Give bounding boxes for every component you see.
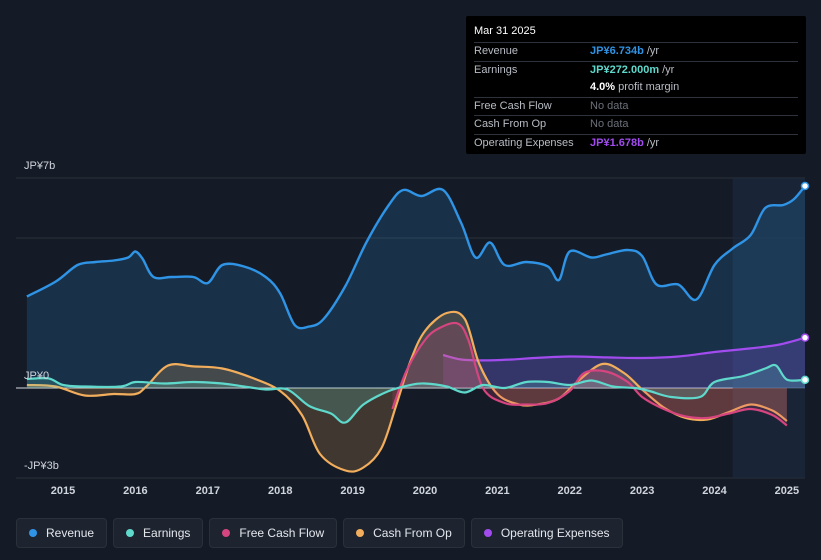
legend-item-revenue[interactable]: Revenue [16,518,108,548]
y-tick-top: JP¥7b [24,160,56,172]
legend-item-earnings[interactable]: Earnings [113,518,204,548]
tooltip-date: Mar 31 2025 [474,16,798,43]
x-tick-label: 2023 [629,485,655,497]
tooltip-revenue-label: Revenue [474,45,519,57]
legend-label-revenue: Revenue [46,526,95,540]
legend-item-cash-from-op[interactable]: Cash From Op [343,518,465,548]
chart-legend: Revenue Earnings Free Cash Flow Cash Fro… [16,518,623,548]
tooltip-opex-label: Operating Expenses [474,136,574,149]
tooltip-opex-unit: /yr [646,136,660,149]
tooltip-row-revenue: Revenue JP¥6.734b /yr [474,43,798,62]
legend-label-free-cash-flow: Free Cash Flow [239,526,325,540]
legend-dot-icon [222,529,231,537]
revenue-end-marker[interactable] [800,181,810,191]
legend-item-operating-expenses[interactable]: Operating Expenses [470,518,623,548]
tooltip-margin-text: profit margin [618,81,680,93]
tooltip-earnings-unit: /yr [662,63,675,76]
x-tick-label: 2021 [485,485,510,497]
earnings-end-marker[interactable] [800,375,810,385]
legend-dot-icon [126,529,135,537]
x-tick-label: 2015 [50,485,76,497]
x-tick-label: 2024 [702,485,727,497]
operating-expenses-area [443,337,805,388]
series-layer [26,181,810,473]
forecast-shade [732,178,805,478]
legend-label-operating-expenses: Operating Expenses [500,526,610,540]
legend-dot-icon [483,529,492,537]
legend-dot-icon [356,529,365,537]
legend-dot-icon [29,529,37,537]
tooltip-revenue-unit: /yr [646,45,660,57]
earnings-line [26,363,806,424]
cash-from-op-line [26,310,788,473]
tooltip-earnings-value: JP¥272.000m [590,63,660,76]
legend-label-earnings: Earnings [143,526,191,540]
tooltip-row-earnings: Earnings JP¥272.000m /yr [474,62,798,80]
tooltip-cfo-label: Cash From Op [474,118,547,130]
revenue-line [26,185,806,330]
tooltip-fcf-label: Free Cash Flow [474,99,552,112]
operating-expenses-line [442,336,806,362]
grid-layer [16,177,805,479]
tooltip-revenue-value: JP¥6.734b [590,45,644,57]
tooltip-row-cfo: Cash From Op No data [474,116,798,135]
tooltip-cfo-value: No data [590,118,629,130]
x-tick-label: 2016 [123,485,148,497]
x-tick-label: 2019 [340,485,365,497]
x-tick-label: 2020 [412,485,438,497]
tooltip-row-opex: Operating Expenses JP¥1.678b /yr [474,135,798,153]
x-tick-label: 2025 [774,485,800,497]
x-tick-label: 2022 [557,485,582,497]
tooltip-row-margin: 4.0% profit margin [474,79,798,98]
x-tick-label: 2017 [195,485,221,497]
tooltip-opex-value: JP¥1.678b [590,136,644,149]
tooltip-earnings-label: Earnings [474,63,518,76]
x-tick-label: 2018 [267,485,293,497]
legend-item-free-cash-flow[interactable]: Free Cash Flow [209,518,338,548]
tooltip-margin-value: 4.0% [590,81,616,93]
free-cash-flow-line [391,321,788,427]
free-cash-flow-area [392,322,787,426]
operating-expenses-end-marker[interactable] [800,333,810,342]
data-tooltip: Mar 31 2025 Revenue JP¥6.734b /yr Earnin… [466,16,806,154]
tooltip-row-fcf: Free Cash Flow No data [474,98,798,116]
y-tick-zero: JP¥0 [24,370,50,382]
y-tick-bottom: -JP¥3b [24,460,59,472]
revenue-area [26,186,805,388]
tooltip-fcf-value: No data [590,99,629,112]
legend-label-cash-from-op: Cash From Op [373,526,452,540]
